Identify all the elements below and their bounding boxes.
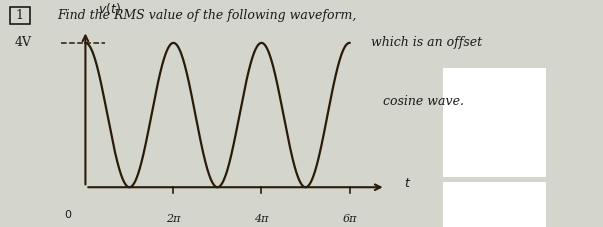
Text: 2π: 2π [166,214,181,224]
Text: cosine wave.: cosine wave. [383,95,464,108]
Text: 6π: 6π [343,214,357,224]
Text: 4V: 4V [14,36,31,49]
Text: 1: 1 [12,9,28,22]
Text: 4π: 4π [254,214,269,224]
Text: which is an offset: which is an offset [371,36,482,49]
Text: Find the RMS value of the following waveform,: Find the RMS value of the following wave… [57,9,356,22]
Text: $v(t)$: $v(t)$ [98,1,121,16]
Text: 0: 0 [64,210,71,220]
Text: $t$: $t$ [403,177,411,190]
